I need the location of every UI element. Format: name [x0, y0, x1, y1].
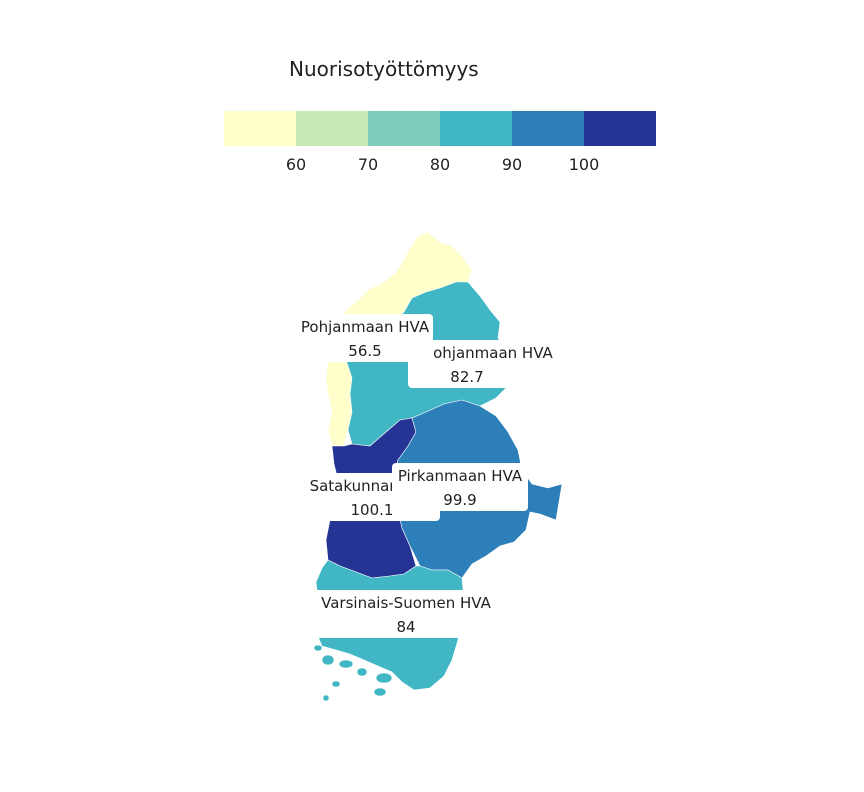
- region-value: 100.1: [351, 501, 394, 519]
- legend-tick-80: 80: [429, 155, 451, 174]
- legend-title: Nuorisotyöttömyys: [289, 57, 479, 81]
- region-label: Pohjanmaan HVA 56.5: [297, 314, 433, 362]
- island: [321, 654, 335, 666]
- island: [313, 644, 323, 652]
- legend-tick-100: 100: [568, 155, 600, 174]
- region-value: 56.5: [348, 342, 381, 360]
- island: [375, 672, 393, 684]
- archipelago-islands: [313, 644, 393, 702]
- region-label: Pirkanmaan HVA 99.9: [392, 463, 528, 511]
- label-box: [312, 590, 500, 638]
- island: [322, 694, 330, 702]
- legend-swatch-1: [224, 111, 296, 146]
- region-name: Varsinais-Suomen HVA: [321, 594, 491, 612]
- region-label: Varsinais-Suomen HVA 84: [312, 590, 500, 638]
- legend-swatch-5: [512, 111, 584, 146]
- island: [331, 680, 341, 688]
- legend-swatch-2: [296, 111, 368, 146]
- region-name: Pohjanmaan HVA: [301, 318, 430, 336]
- region-name: Pirkanmaan HVA: [398, 467, 523, 485]
- label-box: [392, 463, 528, 511]
- island: [356, 667, 368, 677]
- region-value: 84: [396, 618, 415, 636]
- label-box: [408, 340, 526, 388]
- region-value: 99.9: [443, 491, 476, 509]
- legend-tick-60: 60: [285, 155, 307, 174]
- legend-tick-70: 70: [357, 155, 379, 174]
- legend-tick-90: 90: [501, 155, 523, 174]
- legend-swatch-6: [584, 111, 656, 146]
- legend-color-bar: [224, 111, 656, 146]
- legend-swatch-3: [368, 111, 440, 146]
- island: [373, 687, 387, 697]
- legend-swatch-4: [440, 111, 512, 146]
- island: [338, 659, 354, 669]
- label-box: [297, 314, 433, 362]
- region-value: 82.7: [450, 368, 483, 386]
